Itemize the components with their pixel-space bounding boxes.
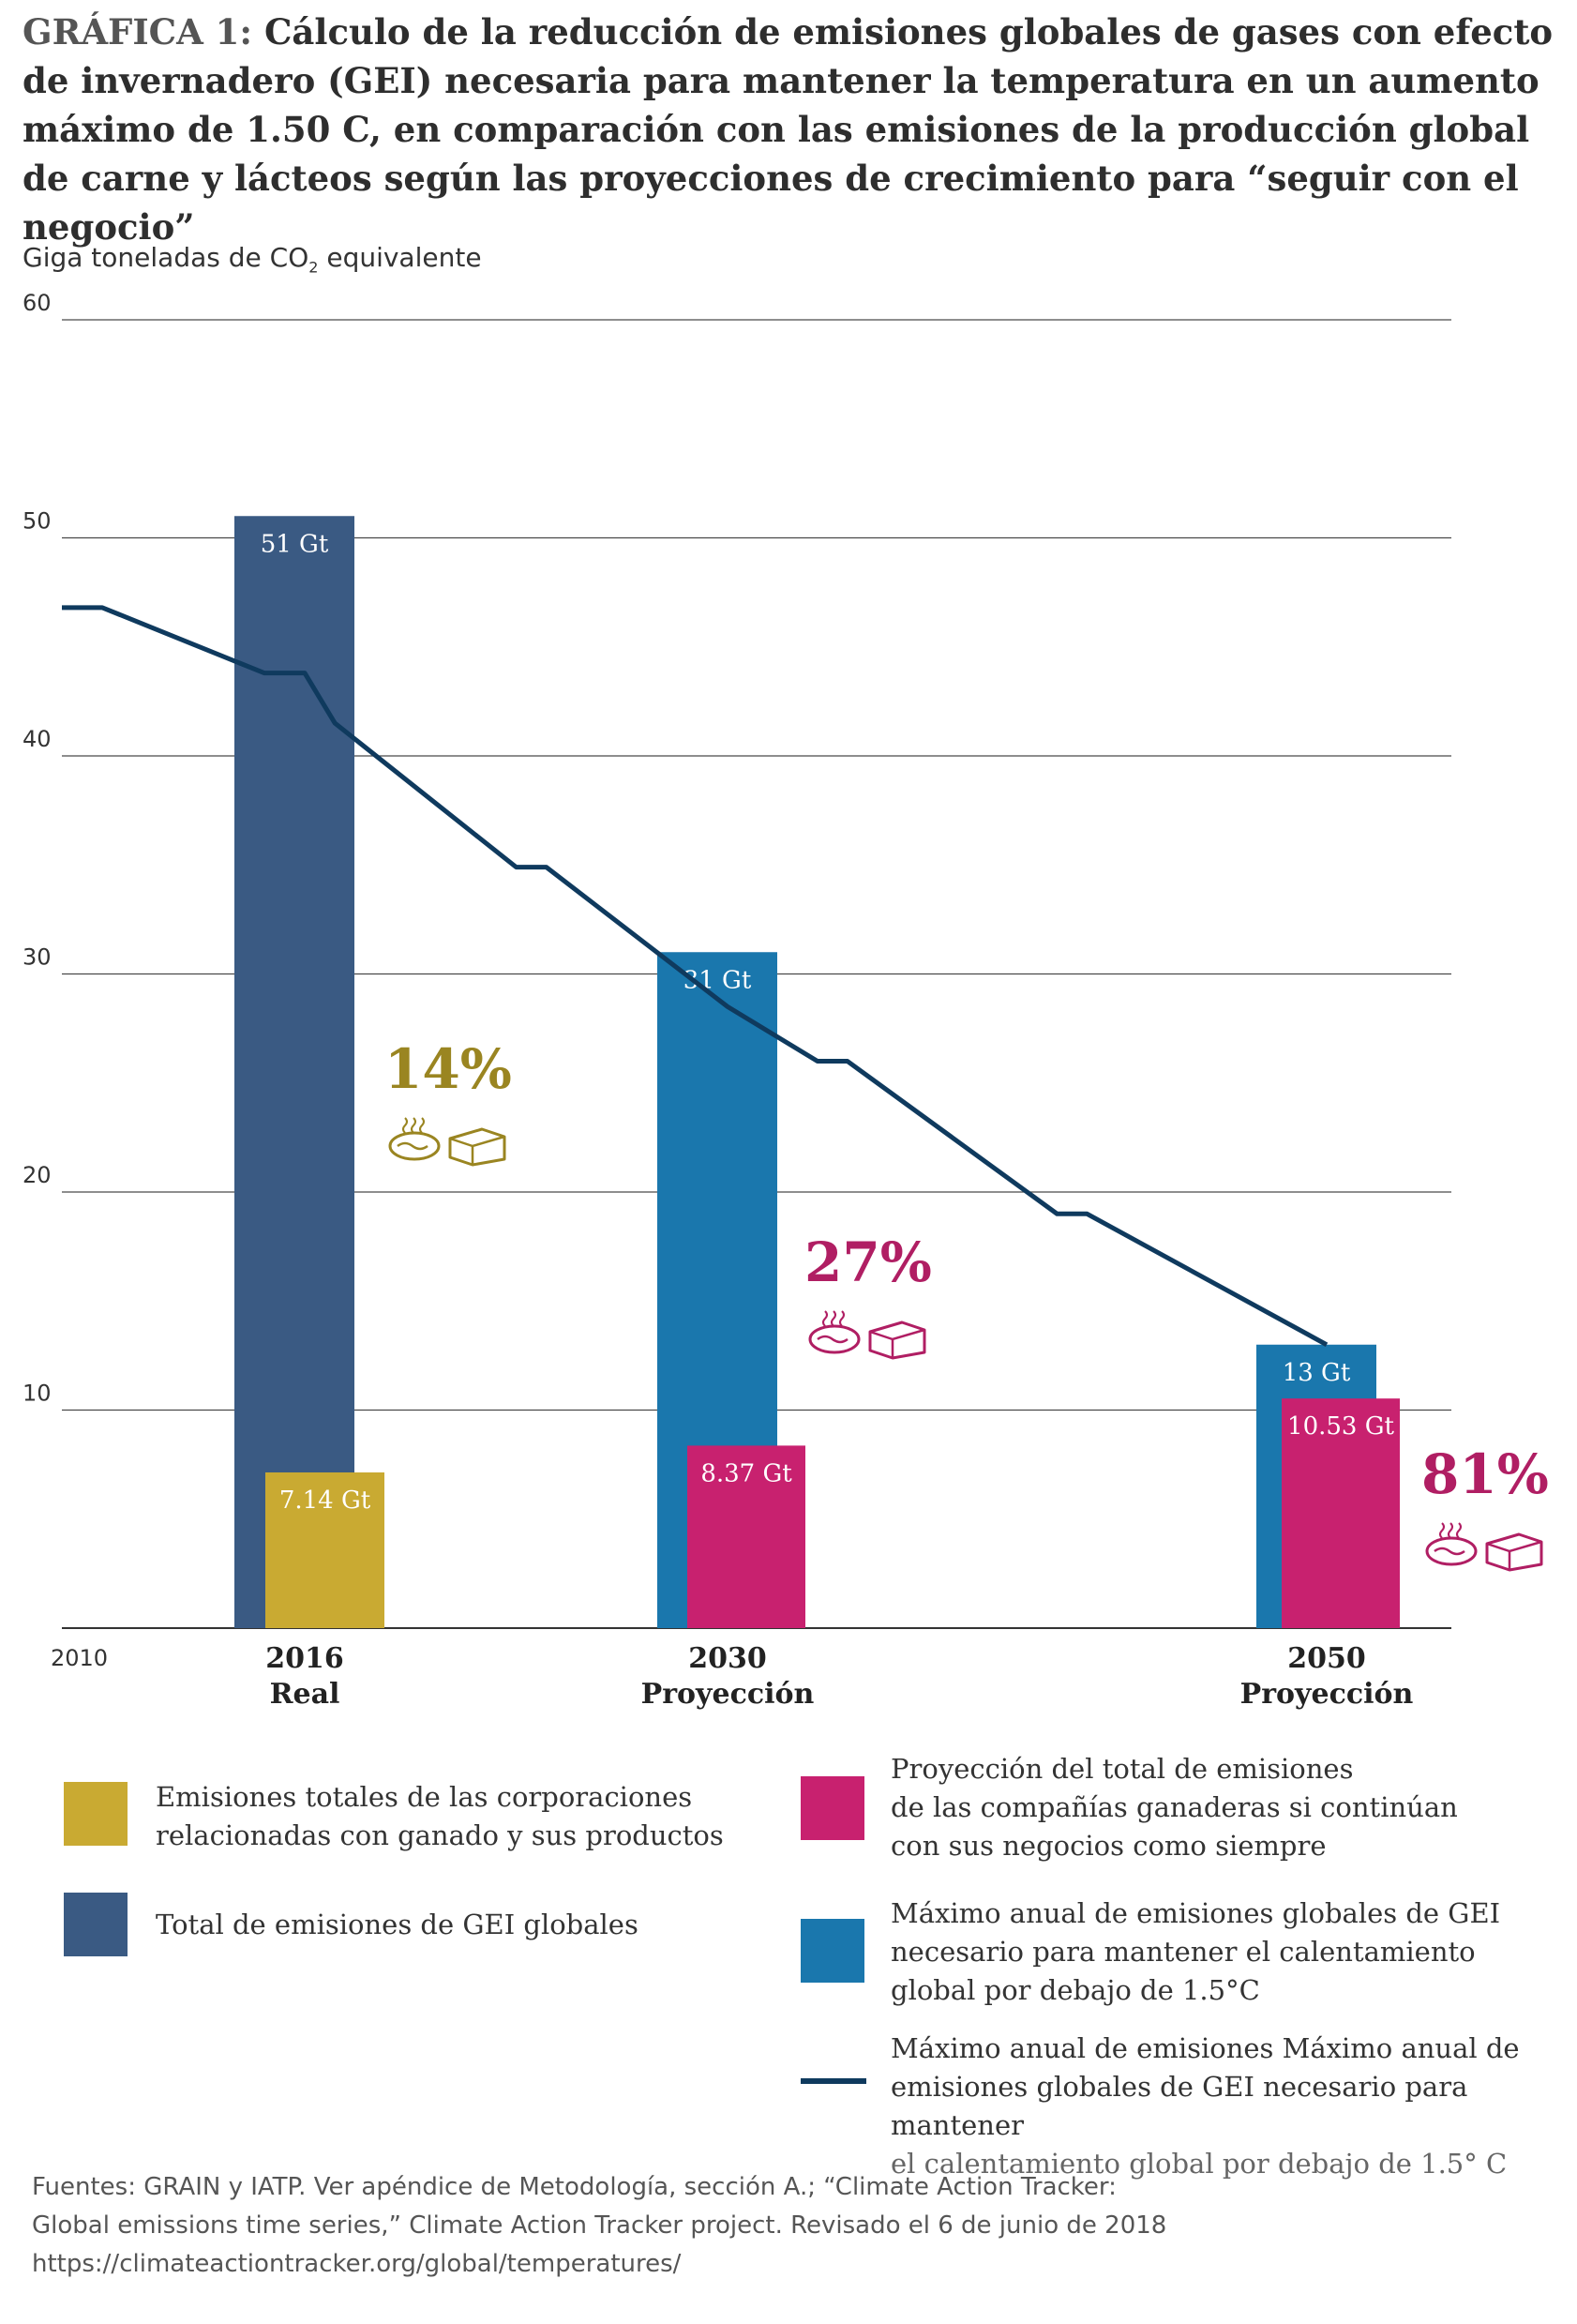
legend-line: Máximo anual de emisiones globales de GE… [891,1897,1501,1929]
x-category-sub: Proyección [641,1678,815,1711]
legend-text-magenta: Proyección del total de emisiones de las… [891,1750,1458,1865]
bar-data-label: 51 Gt [261,530,329,558]
legend-line: Emisiones totales de las corporaciones [156,1781,693,1813]
steam-icon [1456,1522,1462,1539]
y-axis-label-sub: 2 [308,258,319,277]
x-category-year: 2016 [265,1642,344,1675]
steam-icon [822,1310,828,1327]
steam-icon [839,1310,845,1327]
legend-swatch-line [801,2078,866,2084]
title-text: Cálculo de la reducción de emisiones glo… [23,11,1554,248]
steam-icon [402,1117,408,1134]
bar-data-label: 10.53 Gt [1287,1412,1394,1441]
x-category-sub: Proyección [1240,1678,1414,1711]
y-tick-label: 10 [23,1381,52,1407]
legend-line: Máximo anual de emisiones Máximo anual d… [891,2032,1520,2064]
y-tick-label: 60 [23,290,52,316]
bar-data-label: 8.37 Gt [700,1459,792,1487]
x-category-sub: Real [270,1678,340,1711]
meat-icon-marbling [397,1141,428,1151]
cheese-icon-edge [1486,1540,1542,1570]
x-start-label: 2010 [51,1645,108,1671]
legend-text-yellow: Emisiones totales de las corporaciones r… [156,1778,724,1855]
legend-text-blue: Máximo anual de emisiones globales de GE… [891,1894,1500,2010]
bar [1282,1398,1400,1628]
steam-icon [1439,1522,1445,1539]
meat-icon [1425,1536,1478,1566]
sources-line: https://climateactiontracker.org/global/… [32,2250,682,2278]
legend-swatch-yellow [64,1782,128,1846]
bar-data-label: 13 Gt [1283,1359,1351,1387]
percentage-label: 27% [804,1230,932,1294]
legend-line: el calentamiento global por debajo de 1.… [891,2148,1508,2180]
legend-line: relacionadas con ganado y sus productos [156,1819,724,1851]
x-category-year: 2030 [688,1642,767,1675]
y-axis-label: Giga toneladas de CO2 equivalente [23,242,482,277]
cheese-icon [868,1320,926,1360]
legend-line: global por debajo de 1.5°C [891,1974,1260,2006]
meat-icon-marbling [1434,1547,1465,1556]
y-axis-label-tail: equivalente [318,242,482,273]
steam-icon [419,1117,425,1134]
legend-line: Proyección del total de emisiones [891,1753,1354,1785]
legend-line: de las compañías ganaderas si continúan [891,1791,1458,1823]
legend-text-navy: Total de emisiones de GEI globales [156,1906,638,1944]
legend-line: Total de emisiones de GEI globales [156,1909,638,1940]
legend-line: necesario para mantener el calentamiento [891,1936,1476,1968]
legend-swatch-magenta [801,1776,864,1840]
legend-swatch-navy [64,1893,128,1956]
cheese-icon-edge [449,1135,505,1165]
chart-title: GRÁFICA 1: Cálculo de la reducción de em… [23,8,1560,251]
sources-note: Fuentes: GRAIN y IATP. Ver apéndice de M… [32,2168,1551,2284]
title-prefix: GRÁFICA 1: [23,11,253,53]
legend-line: emisiones globales de GEI necesario para… [891,2071,1468,2141]
percentage-label: 14% [384,1037,512,1101]
meat-icon-marbling [817,1335,849,1344]
y-tick-label: 30 [23,944,52,971]
sources-line: Fuentes: GRAIN y IATP. Ver apéndice de M… [32,2173,1117,2201]
bar-data-label: 7.14 Gt [279,1486,371,1515]
bar [234,516,354,1628]
y-tick-label: 40 [23,726,52,752]
bar [265,1471,384,1628]
y-tick-label: 50 [23,508,52,535]
cheese-icon [1485,1532,1543,1572]
bar [687,1445,805,1628]
y-tick-label: 20 [23,1162,52,1188]
steam-icon [831,1310,836,1327]
x-category-year: 2050 [1287,1642,1366,1675]
legend-text-line: Máximo anual de emisiones Máximo anual d… [891,2030,1577,2183]
steam-icon [1448,1522,1453,1539]
percentage-label: 81% [1421,1442,1549,1506]
cheese-icon-edge [869,1328,925,1358]
meat-icon [388,1131,441,1161]
legend-line: con sus negocios como siempre [891,1830,1327,1862]
steam-icon [411,1117,416,1134]
y-axis-label-main: Giga toneladas de CO [23,242,309,273]
cheese-icon [448,1127,506,1167]
threshold-line [62,605,1329,1347]
legend-swatch-blue [801,1919,864,1983]
sources-line: Global emissions time series,” Climate A… [32,2211,1167,2240]
meat-icon [808,1324,861,1354]
